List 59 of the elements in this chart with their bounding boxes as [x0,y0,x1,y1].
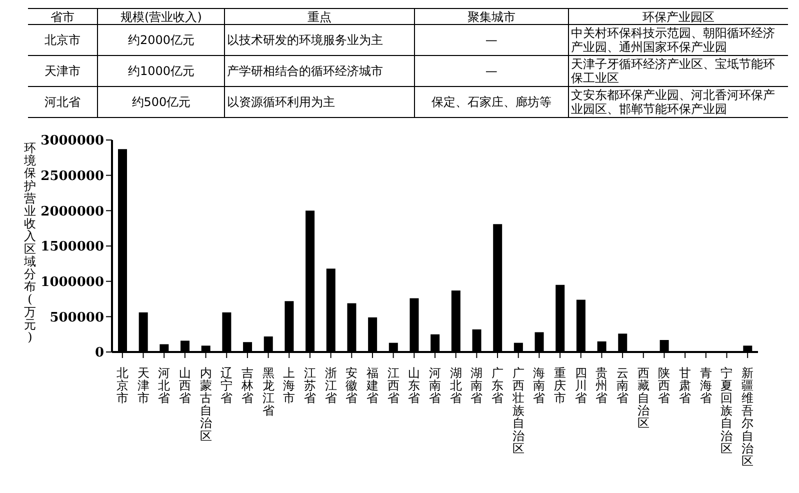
text: — [414,56,568,86]
x-tick-label: 广东省 [492,366,504,405]
text: 环境保护营业收入区域分布(万元) [24,141,36,344]
text: 北京市 [44,32,82,49]
text: 产学研相结合的循环经济城市 [224,56,414,86]
x-tick-label: 上海市 [283,366,296,405]
x-tick-label: 江西省 [387,366,400,405]
y-tick-label: 2500000 [40,168,104,184]
x-tick-label: 江苏省 [304,366,316,405]
x-tick-label: 河北省 [158,366,170,405]
x-tick-label: 福建省 [365,366,378,405]
x-tick-label: 内蒙古自治区 [200,366,212,443]
y-tick-label: 500000 [50,310,104,326]
text: 保定、石家庄、廊坊等 [414,86,568,118]
x-tick-label: 海南省 [533,366,546,405]
x-tick-label: 重庆市 [554,366,566,405]
x-tick-label: 北京市 [116,366,128,405]
x-tick-label: 云南省 [616,366,629,405]
y-tick-label: 2000000 [40,204,104,220]
text: 约1000亿元 [98,56,225,86]
x-tick-label: 青海省 [700,366,712,405]
x-tick-label: 四川省 [574,366,587,405]
text: 中关村环保科技示范园、朝阳循环经济产业园、通州国家环保产业园 [568,24,788,56]
x-tick-label: 安徽省 [346,366,358,405]
x-tick-label: 湖北省 [450,366,462,405]
text: 以技术研发的环境服务业为主 [224,24,414,56]
category-label: 重点 [224,8,414,24]
y-tick-label: 1500000 [40,240,104,255]
x-tick-label: 西藏自治区 [637,366,650,430]
x-tick-label: 吉林省 [240,366,254,405]
y-tick-label: 3000000 [40,134,104,149]
x-tick-label: 甘肃省 [679,366,692,405]
text: 天津市 [44,63,82,80]
category-label: 省市 [50,8,76,24]
x-tick-label: 新疆维吾尔自治区 [742,366,754,468]
text: — [414,24,568,56]
text: 河北省 [44,94,82,111]
category-label: 聚集城市 [414,8,568,24]
text: 约2000亿元 [98,24,225,56]
category-label: 环保产业园区 [568,8,788,24]
x-tick-label: 贵州省 [596,366,608,405]
x-tick-label: 河南省 [429,366,441,405]
x-tick-label: 广西壮族自治区 [511,366,524,456]
text: 天津子牙循环经济产业区、宝坻节能环保工业区 [568,56,788,86]
category-label: 规模(营业收入) [98,8,225,24]
x-tick-label: 湖南省 [470,366,483,405]
x-tick-label: 宁夏回族自治区 [720,366,733,456]
x-tick-label: 陕西省 [658,366,670,405]
x-tick-label: 山东省 [408,366,420,405]
x-tick-label: 浙江省 [324,366,337,405]
y-tick-label: 1000000 [40,274,104,290]
y-tick-label: 0 [94,346,104,361]
text: 约500亿元 [98,86,225,118]
text: 以资源循环利用为主 [224,86,414,118]
text: 文安东都环保产业园、河北香河环保产业园区、邯郸节能环保产业园 [568,86,788,118]
x-tick-label: 山西省 [178,366,191,405]
x-tick-label: 辽宁省 [220,366,233,405]
x-tick-label: 黑龙江省 [262,366,274,418]
x-tick-label: 天津市 [137,366,150,405]
